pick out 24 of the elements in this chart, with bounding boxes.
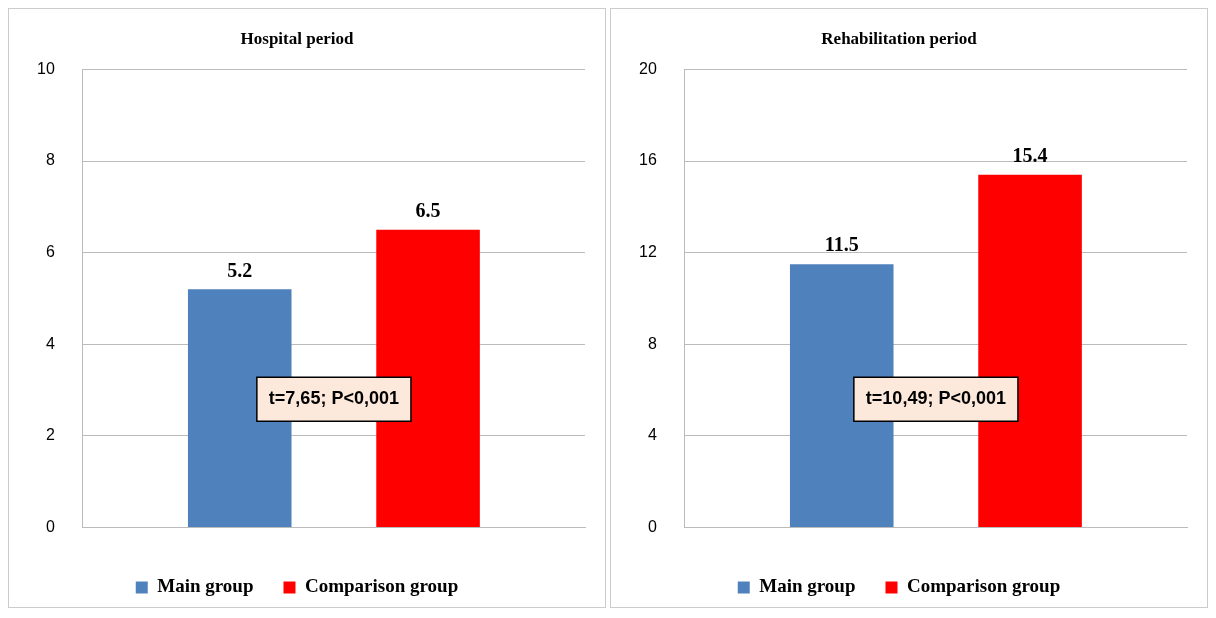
legend-label: Comparison group [907, 575, 1061, 597]
data-label: 6.5 [415, 198, 441, 221]
y-tick-label: 4 [45, 334, 55, 352]
y-tick-label: 12 [639, 243, 657, 261]
data-label: 15.4 [1012, 143, 1048, 166]
y-tick-label: 20 [639, 59, 657, 77]
y-tick-label: 0 [45, 518, 55, 536]
y-tick-label: 10 [37, 59, 55, 77]
annotation: t=10,49; P<0,001 [865, 388, 1006, 409]
chart-title: Hospital period [240, 28, 354, 48]
y-tick-label: 2 [45, 426, 55, 444]
y-tick-label: 6 [45, 243, 55, 261]
y-tick-label: 0 [647, 518, 657, 536]
legend-label: Main group [759, 575, 856, 597]
y-tick-label: 8 [647, 334, 657, 352]
legend-label: Comparison group [305, 575, 459, 597]
data-label: 5.2 [227, 258, 253, 281]
data-label: 11.5 [824, 233, 859, 256]
y-tick-label: 16 [639, 151, 657, 169]
legend-label: Main group [157, 575, 254, 597]
y-tick-label: 8 [45, 151, 55, 169]
annotation: t=7,65; P<0,001 [268, 388, 399, 409]
y-tick-label: 4 [647, 426, 657, 444]
chart-title: Rehabilitation period [821, 28, 978, 48]
